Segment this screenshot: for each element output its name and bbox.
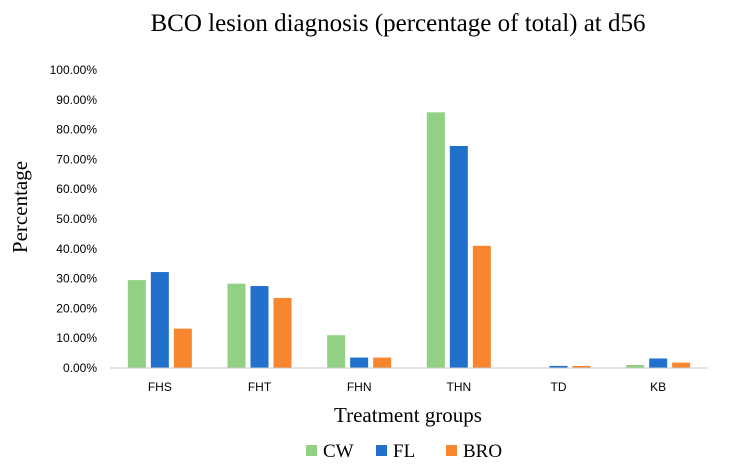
y-tick-label: 90.00% — [56, 93, 97, 107]
bar-bro-kb — [672, 362, 691, 368]
legend-label-cw: CW — [323, 441, 354, 462]
bar-bro-fhs — [173, 328, 192, 368]
bar-bro-thn — [472, 245, 491, 368]
legend-swatch-fl — [376, 445, 387, 456]
y-tick-label: 50.00% — [56, 212, 97, 226]
y-tick-label: 30.00% — [56, 272, 97, 286]
bar-bro-td — [572, 365, 591, 368]
bar-cw-fhn — [327, 335, 346, 368]
bar-cw-kb — [626, 365, 645, 368]
category-label: FHT — [248, 380, 272, 394]
legend-swatch-bro — [446, 445, 457, 456]
y-tick-label: 60.00% — [56, 182, 97, 196]
bar-fl-fhs — [150, 272, 169, 368]
category-labels: FHS FHT FHN THN TD KB — [148, 380, 666, 394]
legend: CW FL BRO — [306, 441, 502, 462]
bar-bro-fht — [273, 297, 292, 368]
y-tick-label: 10.00% — [56, 331, 97, 345]
bar-fl-thn — [449, 145, 468, 368]
y-tick-label: 100.00% — [50, 63, 98, 77]
bars — [127, 112, 691, 368]
y-tick-label: 40.00% — [56, 242, 97, 256]
y-tick-label: 70.00% — [56, 152, 97, 166]
legend-label-fl: FL — [393, 441, 415, 462]
chart-title: BCO lesion diagnosis (percentage of tota… — [150, 10, 645, 37]
category-label: KB — [650, 380, 666, 394]
legend-swatch-cw — [306, 445, 317, 456]
bar-fl-td — [549, 365, 568, 368]
bar-fl-fht — [250, 286, 269, 368]
y-tick-label: 20.00% — [56, 301, 97, 315]
y-axis-ticks: 0.00% 10.00% 20.00% 30.00% 40.00% 50.00% 60.00… — [50, 63, 98, 375]
category-label: TD — [551, 380, 567, 394]
x-axis-title: Treatment groups — [334, 403, 482, 427]
bar-cw-fhs — [127, 280, 146, 368]
category-label: FHN — [347, 380, 372, 394]
category-label: FHS — [148, 380, 172, 394]
y-axis-title: Percentage — [8, 161, 32, 253]
category-label: THN — [446, 380, 471, 394]
bar-fl-fhn — [350, 357, 369, 368]
y-tick-label: 80.00% — [56, 123, 97, 137]
legend-label-bro: BRO — [463, 441, 502, 462]
bar-cw-thn — [426, 112, 445, 368]
bar-bro-fhn — [373, 357, 392, 368]
bar-cw-fht — [227, 283, 246, 368]
y-tick-label: 0.00% — [63, 361, 97, 375]
bar-fl-kb — [649, 358, 668, 368]
